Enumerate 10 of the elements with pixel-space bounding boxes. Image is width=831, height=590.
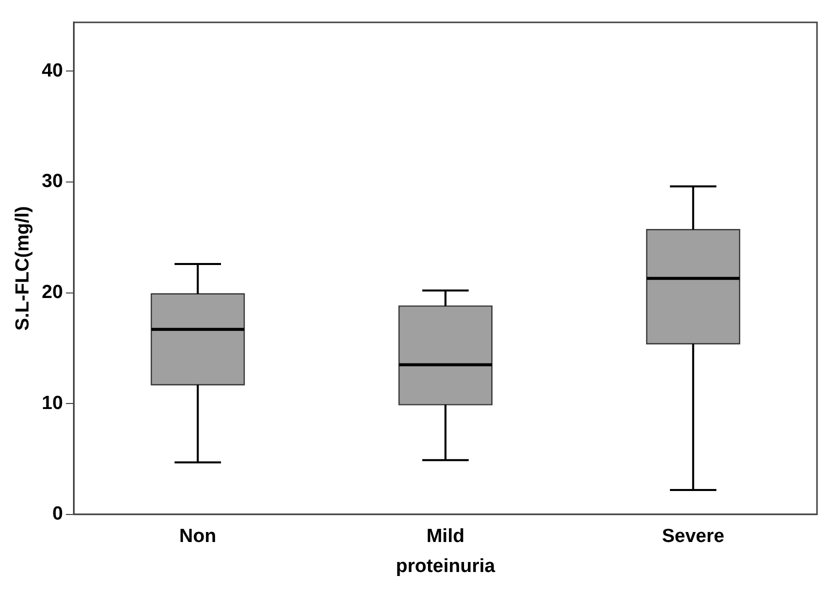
y-tick-label: 40 [42,60,63,82]
x-tick-label: Non [179,526,216,548]
x-axis-title: proteinuria [396,556,496,577]
y-tick-label: 10 [42,392,63,414]
x-tick-label: Mild [426,526,464,548]
x-tick-label: Severe [662,526,724,548]
y-tick-label: 30 [42,171,63,192]
y-tick-label: 20 [42,282,63,304]
y-tick-label: 0 [52,504,63,525]
y-axis-title: S.L-FLC(mg/l) [12,206,34,331]
